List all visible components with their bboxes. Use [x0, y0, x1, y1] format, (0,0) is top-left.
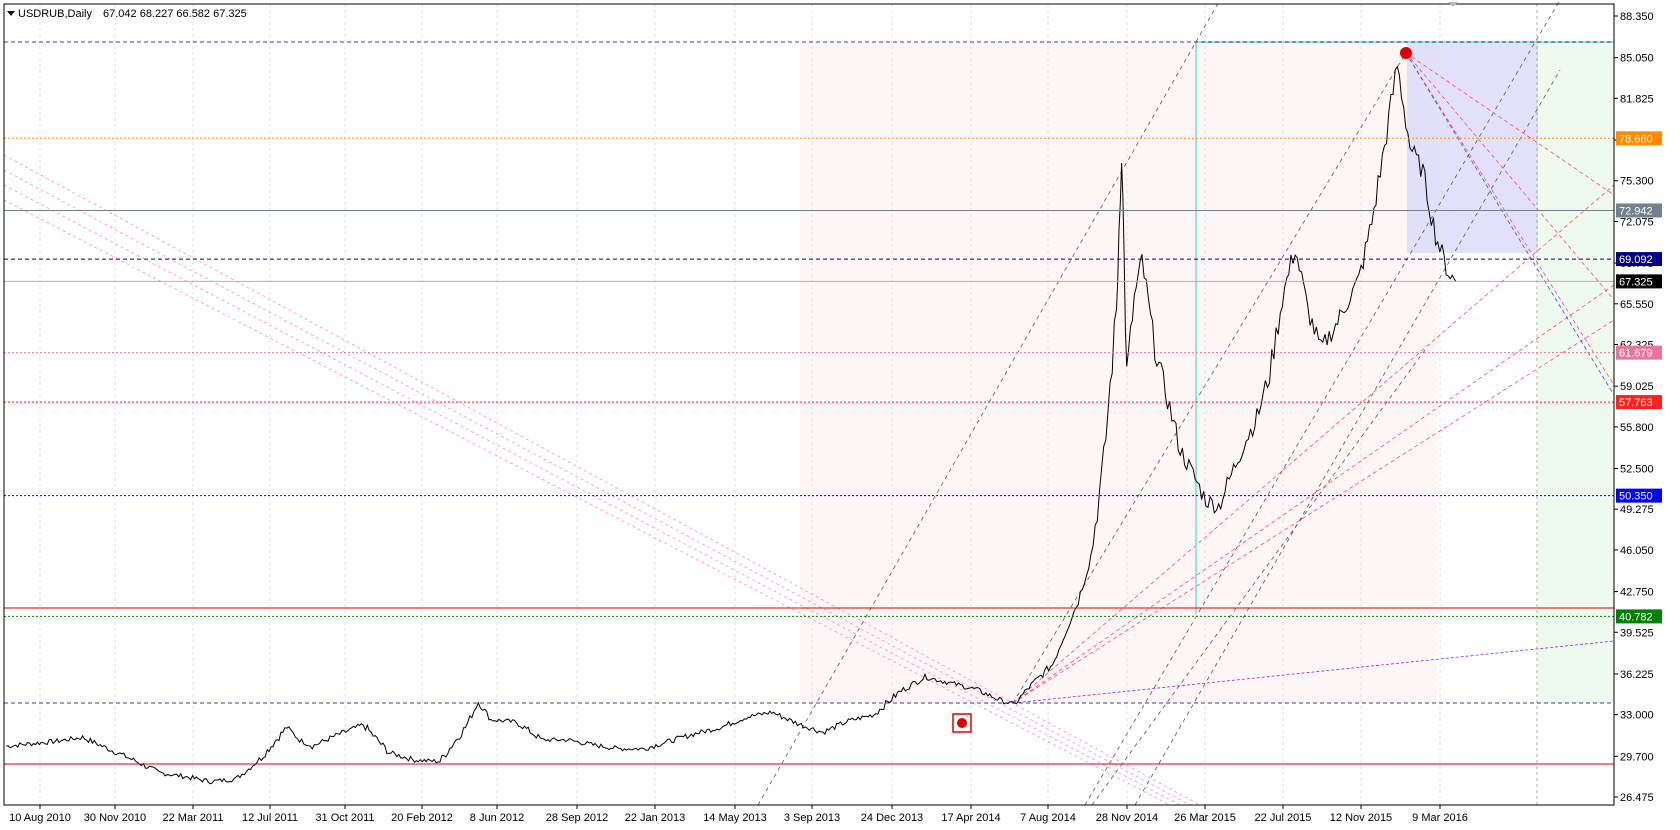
x-tick-label: 8 Jun 2012	[470, 812, 524, 824]
y-tick-label: 52.500	[1620, 464, 1654, 476]
peak-marker-icon	[1400, 47, 1412, 59]
axes	[3, 3, 1615, 806]
x-tick-label: 14 May 2013	[703, 812, 767, 824]
fan-line	[1405, 52, 1615, 396]
price-series	[5, 65, 1457, 785]
level-labels: 78.660 72.942 69.092 67.325 61.679 57.763 50.3…	[1616, 131, 1662, 624]
y-tick-label: 26.475	[1620, 792, 1654, 804]
markers	[952, 2, 1458, 733]
level-label-bg	[1616, 131, 1662, 146]
zone-shade	[800, 42, 1437, 703]
fan-line	[1012, 284, 1615, 704]
y-tick-label: 29.700	[1620, 751, 1654, 763]
alert-marker-dot-icon	[957, 718, 967, 728]
background-zones	[800, 42, 1614, 703]
x-tick-label: 10 Aug 2010	[9, 812, 71, 824]
y-tick-label: 39.525	[1620, 627, 1654, 639]
drawing-objects	[3, 0, 1615, 806]
level-label: 57.763	[1619, 397, 1653, 409]
fan-line	[1012, 184, 1615, 704]
x-tick-label: 3 Sep 2013	[784, 812, 840, 824]
y-tick-label: 85.050	[1620, 53, 1654, 65]
level-label-bg	[1616, 274, 1662, 289]
y-tick-label: 46.050	[1620, 545, 1654, 557]
x-tick-label: 7 Aug 2014	[1020, 812, 1076, 824]
channel-line	[1091, 349, 1426, 806]
channel-line	[1134, 69, 1561, 806]
y-tick-label: 49.275	[1620, 504, 1654, 516]
level-label-bg	[1616, 203, 1662, 218]
x-tick-label: 22 Jan 2013	[625, 812, 686, 824]
descending-channel-line	[3, 154, 1201, 806]
y-tick-label: 55.800	[1620, 422, 1654, 434]
x-tick-label: 17 Apr 2014	[941, 812, 1000, 824]
symbol-label: USDRUB,Daily	[18, 8, 92, 20]
descending-channel-line	[3, 199, 1171, 806]
level-label-bg	[1616, 252, 1662, 267]
scroll-marker-icon[interactable]	[1448, 2, 1458, 7]
level-label-bg	[1616, 609, 1662, 624]
descending-channel-line	[3, 169, 1191, 806]
y-tick-label: 72.075	[1620, 216, 1654, 228]
level-label: 61.679	[1619, 348, 1653, 360]
level-label: 50.350	[1619, 491, 1653, 503]
x-tick-label: 24 Dec 2013	[861, 812, 923, 824]
x-tick-label: 9 Mar 2016	[1412, 812, 1468, 824]
x-tick-label: 28 Nov 2014	[1096, 812, 1158, 824]
x-tick-label: 12 Nov 2015	[1330, 812, 1392, 824]
time-scale[interactable]: 10 Aug 2010 30 Nov 2010 22 Mar 2011 12 Jul …	[9, 805, 1468, 824]
level-label: 40.782	[1619, 611, 1653, 623]
y-tick-label: 33.000	[1620, 710, 1654, 722]
x-tick-label: 20 Feb 2012	[391, 812, 453, 824]
channel-line	[1084, 0, 1561, 806]
fib-box-green	[1538, 42, 1614, 703]
level-label-bg	[1616, 345, 1662, 360]
level-label-bg	[1616, 395, 1662, 410]
level-label-bg	[1616, 488, 1662, 503]
y-tick-label: 75.300	[1620, 176, 1654, 188]
x-tick-label: 26 Mar 2015	[1174, 812, 1236, 824]
chart-header: USDRUB,Daily 67.042 68.227 66.582 67.325	[7, 8, 247, 20]
x-tick-label: 31 Oct 2011	[315, 812, 374, 824]
level-lines	[4, 41, 1614, 765]
y-tick-label: 42.750	[1620, 587, 1654, 599]
y-tick-label: 88.350	[1620, 11, 1654, 23]
ohlc-label: 67.042 68.227 66.582 67.325	[103, 8, 247, 20]
y-tick-label: 65.550	[1620, 299, 1654, 311]
fan-line	[1405, 52, 1615, 386]
trend-line	[1012, 52, 1407, 704]
x-tick-label: 28 Sep 2012	[546, 812, 608, 824]
x-tick-label: 22 Mar 2011	[163, 812, 224, 824]
grid-lines	[39, 4, 1441, 805]
dropdown-triangle-icon[interactable]	[7, 11, 15, 16]
x-tick-label: 30 Nov 2010	[84, 812, 146, 824]
level-label: 67.325	[1619, 276, 1653, 288]
level-label: 78.660	[1619, 133, 1653, 145]
y-tick-label: 81.825	[1620, 93, 1654, 105]
x-tick-label: 22 Jul 2015	[1255, 812, 1312, 824]
level-label: 69.092	[1619, 254, 1653, 266]
plot-frame	[3, 3, 1615, 806]
y-tick-label: 59.025	[1620, 381, 1654, 393]
y-tick-label: 36.225	[1620, 669, 1654, 681]
x-tick-label: 12 Jul 2011	[242, 812, 298, 824]
level-label: 72.942	[1619, 205, 1653, 217]
price-line	[5, 65, 1457, 785]
support-line	[1012, 640, 1615, 704]
